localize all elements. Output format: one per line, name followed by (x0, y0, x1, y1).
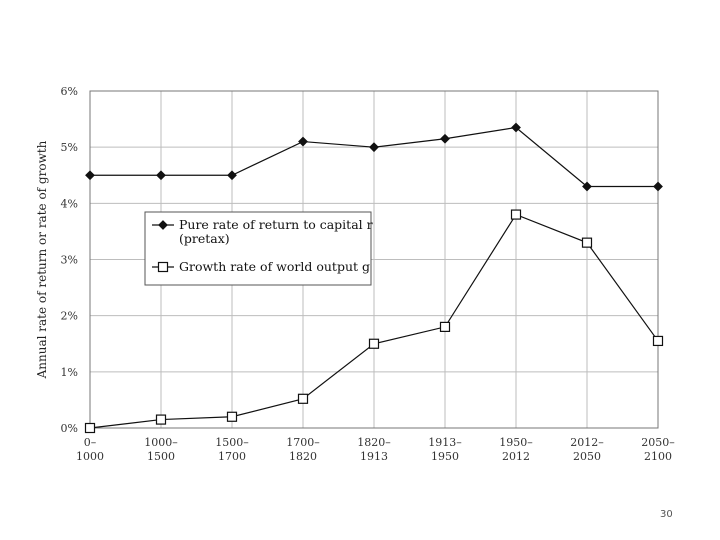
data-point (510, 209, 522, 220)
data-point (581, 237, 593, 248)
data-point (85, 170, 95, 181)
x-tick-label: 1913– 1950 (428, 436, 462, 463)
x-tick-label-line: 2012– (570, 436, 604, 449)
x-tick-label-line: 1500 (147, 450, 175, 463)
x-tick-label-line: 1913 (360, 450, 388, 463)
legend-box (144, 211, 372, 286)
y-tick-label: 5% (61, 141, 78, 154)
x-tick-label: 1950– 2012 (499, 436, 533, 463)
x-tick-label: 2012– 2050 (570, 436, 604, 463)
x-tick-label-line: 1950 (431, 450, 459, 463)
x-tick-label: 1700– 1820 (286, 436, 320, 463)
plot-frame (89, 90, 659, 429)
x-tick-label-line: 1913– (428, 436, 462, 449)
data-point (298, 136, 308, 147)
legend-label: Pure rate of return to capital r (179, 217, 373, 232)
x-tick-label-line: 1820– (357, 436, 391, 449)
data-point (226, 411, 238, 422)
series-2 (84, 209, 664, 434)
y-tick-label: 0% (61, 422, 78, 435)
y-tick-label: 3% (61, 254, 78, 267)
x-tick-label: 1000– 1500 (144, 436, 178, 463)
x-tick-label-line: 2100 (644, 450, 672, 463)
data-point (227, 170, 237, 181)
data-point (368, 338, 380, 349)
data-point (439, 321, 451, 332)
x-tick-label-line: 1000– (144, 436, 178, 449)
data-point (155, 414, 167, 425)
x-tick-label-line: 2050 (573, 450, 601, 463)
y-tick-label: 4% (61, 197, 78, 210)
x-tick-label: 0– 1000 (76, 436, 104, 463)
data-point (369, 142, 379, 153)
x-tick-label-line: 1700 (218, 450, 246, 463)
y-axis-label: Annual rate of return or rate of growth (35, 140, 49, 379)
data-point (652, 335, 664, 347)
x-tick-label-line: 1500– (215, 436, 249, 449)
x-tick-label-line: 2050– (641, 436, 675, 449)
data-point (653, 181, 663, 192)
legend-label: Growth rate of world output g (179, 259, 370, 274)
x-tick-label-line: 2012 (502, 450, 530, 463)
y-tick-label: 2% (61, 310, 78, 323)
x-tick-label: 1820– 1913 (357, 436, 391, 463)
y-tick-label: 1% (61, 366, 78, 379)
series-layer (84, 122, 664, 434)
y-axis-ticks: 0% 1% 2% 3% 4% 5% 6% (61, 85, 78, 435)
x-tick-label-line: 1950– (499, 436, 533, 449)
legend: Pure rate of return to capital r(pretax)… (144, 211, 373, 286)
x-tick-label: 2050– 2100 (641, 436, 675, 463)
y-tick-label: 6% (61, 85, 78, 98)
legend-marker (157, 261, 169, 273)
data-point (440, 133, 450, 144)
data-point (156, 170, 166, 181)
legend-marker (158, 220, 168, 230)
x-tick-label-line: 1820 (289, 450, 317, 463)
legend-label: (pretax) (179, 231, 230, 246)
x-tick-label-line: 1700– (286, 436, 320, 449)
data-point (297, 393, 309, 404)
page-number: 30 (660, 509, 673, 520)
x-tick-label-line: 0– (84, 436, 97, 449)
data-point (511, 122, 521, 133)
x-tick-label: 1500– 1700 (215, 436, 249, 463)
data-point (84, 422, 96, 434)
data-point (582, 181, 592, 192)
series-1 (85, 122, 663, 192)
x-tick-label-line: 1000 (76, 450, 104, 463)
